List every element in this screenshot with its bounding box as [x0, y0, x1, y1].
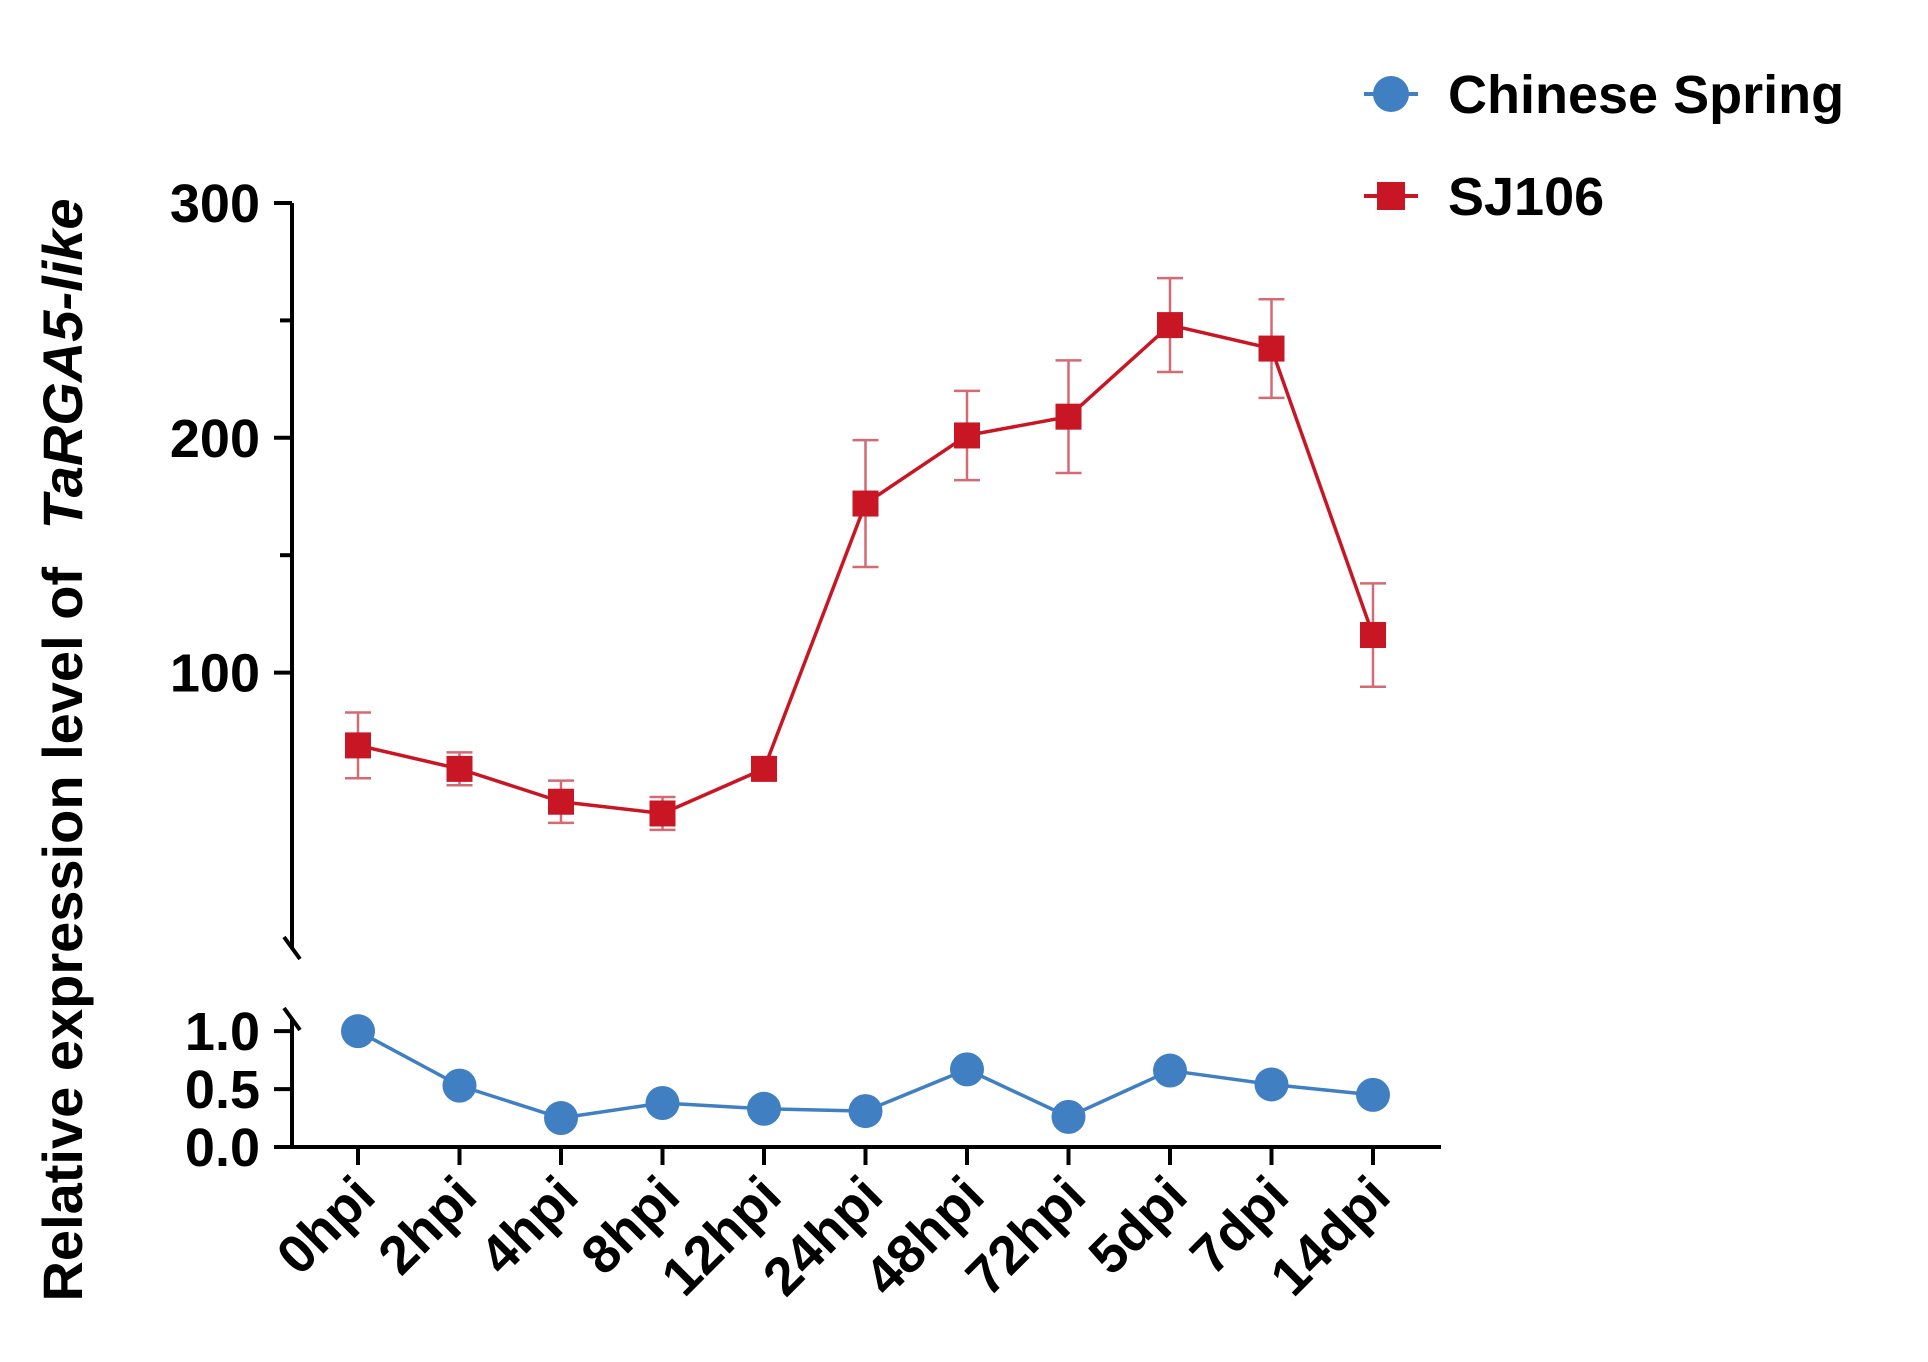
data-point	[950, 1052, 984, 1087]
y-axis-label: Relative expression level of TaRGA5-like	[31, 198, 94, 1301]
data-point	[1157, 312, 1183, 339]
x-tick-label: 14dpi	[1259, 1165, 1401, 1307]
x-tick-label: 2hpi	[367, 1165, 488, 1286]
y-axis-label-italic: TaRGA5-like	[31, 198, 94, 529]
data-point	[1153, 1053, 1187, 1088]
legend-marker-chinese-spring	[1373, 76, 1409, 112]
data-point	[645, 1085, 680, 1120]
legend-item-chinese-spring: Chinese Spring	[1364, 65, 1844, 125]
data-point	[548, 788, 574, 815]
x-tick-label: 48hpi	[853, 1165, 995, 1307]
data-point	[649, 800, 676, 827]
data-point	[341, 1014, 375, 1049]
data-point	[954, 422, 980, 449]
axes: 100 200 300 0.00.51.0	[170, 174, 1441, 1178]
x-tick-label: 12hpi	[650, 1165, 792, 1307]
axis-break-mark-lower	[282, 1006, 302, 1032]
legend-label-sj106: SJ106	[1448, 167, 1604, 227]
y-axis-label-plain: Relative expression level of	[31, 567, 94, 1302]
data-point	[1254, 1067, 1289, 1102]
data-point	[1055, 403, 1082, 430]
data-point	[1051, 1099, 1086, 1134]
x-tick-labels: 0hpi2hpi4hpi8hpi12hpi24hpi48hpi72hpi5dpi…	[266, 1165, 1402, 1307]
series-sj106	[345, 276, 1386, 832]
data-point	[544, 1101, 578, 1136]
series-chinese-spring	[341, 1014, 1390, 1136]
data-point	[345, 732, 371, 759]
legend-marker-sj106	[1377, 182, 1405, 210]
y-lower-tick-label: 1.0	[185, 1002, 260, 1062]
data-point	[1258, 335, 1285, 362]
data-point	[852, 490, 879, 517]
y-upper-tick-label: 100	[170, 644, 260, 704]
legend-label-chinese-spring: Chinese Spring	[1448, 65, 1844, 125]
data-point	[751, 755, 777, 782]
y-lower-tick-label: 0.5	[185, 1060, 260, 1120]
data-point	[747, 1091, 781, 1126]
series-line-sj106	[357, 323, 1375, 816]
legend-item-sj106: SJ106	[1364, 167, 1604, 227]
x-tick-label: 0hpi	[266, 1165, 387, 1286]
series-layer	[341, 276, 1390, 1136]
x-tick-label: 72hpi	[955, 1165, 1097, 1307]
data-point	[1356, 1077, 1390, 1112]
y-lower-tick-label: 0.0	[185, 1118, 260, 1178]
y-upper-tick-label: 200	[170, 409, 260, 469]
x-tick-label: 5dpi	[1078, 1165, 1199, 1286]
y-upper-tick-label: 300	[170, 174, 260, 234]
legend: Chinese Spring SJ106	[1364, 65, 1844, 227]
data-point	[442, 1068, 477, 1103]
data-point	[1360, 622, 1386, 649]
x-tick-label: 4hpi	[469, 1165, 590, 1286]
x-tick-label: 24hpi	[752, 1165, 894, 1307]
axis-break-mark-upper	[282, 935, 302, 961]
data-point	[848, 1094, 883, 1129]
data-point	[446, 755, 473, 782]
